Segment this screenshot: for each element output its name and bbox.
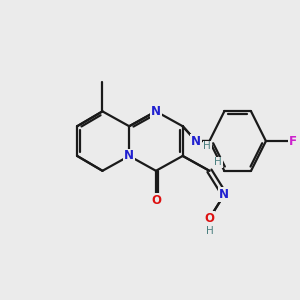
Text: H: H <box>214 158 222 167</box>
Text: O: O <box>151 194 161 207</box>
Text: N: N <box>124 149 134 162</box>
Text: N: N <box>219 188 229 201</box>
Text: N: N <box>191 135 201 148</box>
Text: O: O <box>204 212 214 225</box>
Text: F: F <box>289 135 297 148</box>
Text: N: N <box>151 105 161 118</box>
Text: H: H <box>206 226 213 236</box>
Text: H: H <box>203 141 211 152</box>
